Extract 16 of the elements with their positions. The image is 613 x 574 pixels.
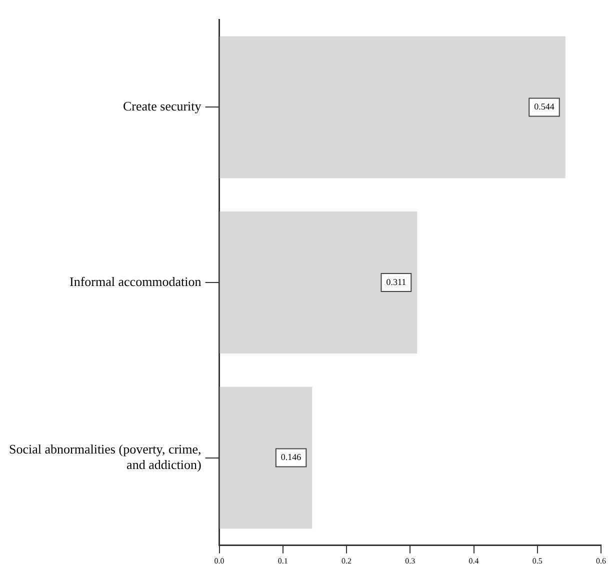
y-tick-label: Social abnormalities (poverty, crime, and addiction) <box>8 441 202 472</box>
x-tick-label: 0.0 <box>214 556 224 566</box>
y-tick-label: Create security <box>122 98 202 114</box>
y-tick-label: Informal accommodation <box>70 274 202 289</box>
x-tick-label: 0.5 <box>532 556 542 566</box>
x-tick-label: 0.3 <box>405 556 416 566</box>
bar <box>220 212 418 354</box>
data-label: 0.146 <box>280 452 302 462</box>
x-tick-label: 0.6 <box>596 556 606 566</box>
x-tick-label: 0.2 <box>342 556 352 566</box>
bar <box>220 386 312 529</box>
bar <box>220 36 566 178</box>
data-label: 0.544 <box>534 102 555 112</box>
x-tick-label: 0.1 <box>278 556 288 566</box>
data-label: 0.311 <box>386 276 406 287</box>
x-tick-label: 0.4 <box>468 556 479 566</box>
